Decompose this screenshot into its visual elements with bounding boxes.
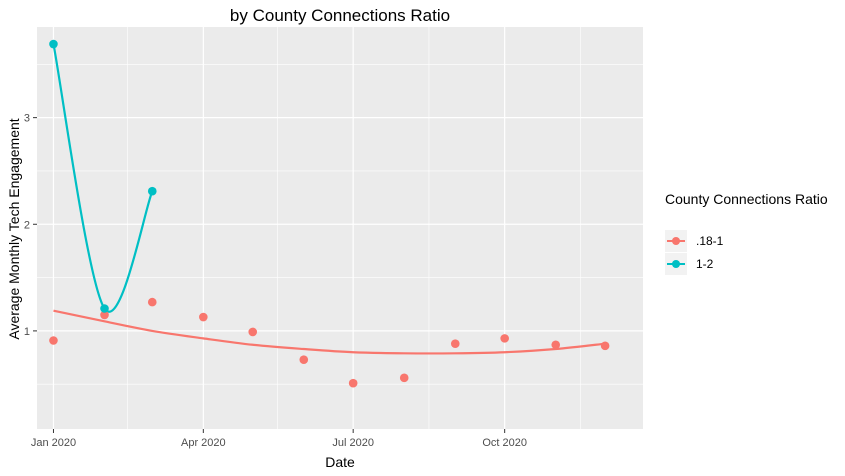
x-axis-ticks: Jan 2020 Apr 2020 Jul 2020 Oct 2020 (31, 429, 527, 449)
legend-label: 1-2 (696, 257, 714, 271)
legend-key-point (672, 237, 680, 245)
data-point (500, 334, 509, 343)
data-point (248, 327, 258, 337)
data-point (100, 310, 109, 320)
data-point (299, 355, 309, 364)
x-tick-label: Jan 2020 (31, 437, 76, 449)
y-tick-label: 1 (24, 326, 30, 338)
x-tick-label: Jul 2020 (332, 437, 374, 449)
legend-keys: .18-1 1-2 (665, 230, 724, 275)
data-point (348, 378, 358, 388)
legend-title: County Connections Ratio (665, 191, 828, 207)
data-point (551, 340, 561, 350)
minor-gridlines (37, 27, 643, 429)
legend-label: .18-1 (696, 234, 724, 248)
data-point (147, 186, 157, 196)
y-tick-label: 2 (24, 219, 30, 231)
data-point (199, 312, 208, 322)
x-axis-title: Date (325, 454, 355, 470)
x-tick-label: Apr 2020 (181, 437, 226, 449)
legend: County Connections Ratio .18-1 1-2 (665, 191, 828, 275)
y-tick-label: 3 (24, 113, 30, 125)
chart-title: by County Connections Ratio (230, 6, 450, 25)
legend-key-point (672, 260, 680, 268)
data-point (147, 297, 157, 307)
data-point (49, 336, 58, 345)
data-point (450, 339, 460, 348)
major-gridlines (37, 27, 643, 429)
y-axis-ticks: 1 2 3 (24, 113, 37, 338)
y-axis-title: Average Monthly Tech Engagement (6, 118, 22, 339)
data-point (600, 341, 610, 351)
smooth-line-series-0 (53, 309, 606, 355)
data-point (399, 373, 409, 383)
data-points (49, 39, 610, 388)
data-point (100, 304, 109, 313)
plot-panel (37, 27, 643, 429)
data-point (49, 39, 58, 49)
x-tick-label: Oct 2020 (482, 437, 527, 449)
